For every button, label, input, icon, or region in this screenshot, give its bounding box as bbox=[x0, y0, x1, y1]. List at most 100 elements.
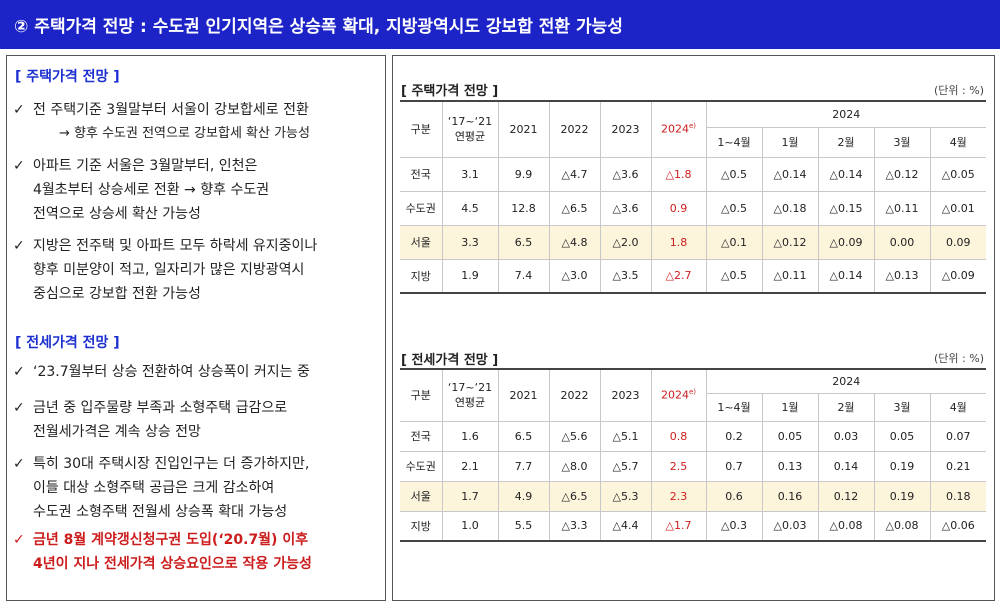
check-icon: ✓ bbox=[13, 364, 25, 380]
row-header: 서울 bbox=[400, 225, 442, 260]
table-cell: △3.3 bbox=[548, 511, 600, 542]
table-row: 전국 1.6 6.5 △5.6 △5.1 0.8 0.2 0.05 0.03 0.05 0.07 bbox=[400, 421, 986, 452]
table-cell: 0.09 bbox=[929, 225, 986, 260]
table-cell: 6.5 bbox=[497, 225, 549, 260]
table-cell: △0.09 bbox=[817, 225, 874, 260]
table-cell: 0.8 bbox=[650, 421, 706, 452]
table-cell: △2.0 bbox=[599, 225, 651, 260]
row-header: 서울 bbox=[400, 481, 442, 512]
col-header-jan-apr: 1~4월 bbox=[705, 393, 762, 422]
row-header: 전국 bbox=[400, 421, 442, 452]
table-cell: 12.8 bbox=[497, 191, 549, 226]
table-cell: 7.7 bbox=[497, 451, 549, 482]
table-cell: 2.5 bbox=[650, 451, 706, 482]
jeonse-bullet-4-highlight: ✓ 금년 8월 계약갱신청구권 도입(‘20.7월) 이후 4년이 지나 전세가격… bbox=[13, 528, 383, 576]
col-header-2023: 2023 bbox=[599, 100, 651, 158]
table-cell: 0.00 bbox=[873, 225, 930, 260]
housing-section-heading: [ 주택가격 전망 ] bbox=[15, 69, 120, 85]
page-title: ② 주택가격 전망 : 수도권 인기지역은 상승폭 확대, 지방광역시도 강보합… bbox=[0, 0, 1000, 49]
table-cell: △0.3 bbox=[705, 511, 762, 542]
table-cell: △0.11 bbox=[873, 191, 930, 226]
table-cell: 1.6 bbox=[441, 421, 498, 452]
col-header-gubun: 구분 bbox=[400, 368, 442, 422]
check-icon: ✓ bbox=[13, 238, 25, 254]
table-cell: △6.5 bbox=[548, 191, 600, 226]
outlook-text-panel: [ 주택가격 전망 ] ✓ 전 주택기준 3월말부터 서울이 강보합세로 전환 →… bbox=[6, 55, 386, 601]
check-icon: ✓ bbox=[13, 102, 25, 118]
table-cell: △3.6 bbox=[599, 191, 651, 226]
table-cell: △3.5 bbox=[599, 259, 651, 294]
table-cell: △5.3 bbox=[599, 481, 651, 512]
jeonse-section-heading: [ 전세가격 전망 ] bbox=[15, 335, 120, 351]
col-header-apr: 4월 bbox=[929, 393, 986, 422]
housing-table-title: [ 주택가격 전망 ] bbox=[401, 84, 499, 99]
table-cell: 3.1 bbox=[441, 157, 498, 192]
table-cell: △8.0 bbox=[548, 451, 600, 482]
col-header-jan-apr: 1~4월 bbox=[705, 127, 762, 158]
table-cell: 2.3 bbox=[650, 481, 706, 512]
col-header-gubun: 구분 bbox=[400, 100, 442, 158]
table-cell: 4.9 bbox=[497, 481, 549, 512]
col-header-2021: 2021 bbox=[497, 100, 549, 158]
col-header-2022: 2022 bbox=[548, 100, 600, 158]
table-cell: △0.13 bbox=[873, 259, 930, 294]
table-cell: 0.07 bbox=[929, 421, 986, 452]
table-cell: △1.7 bbox=[650, 511, 706, 542]
jeonse-bullet-1: ✓ ‘23.7월부터 상승 전환하여 상승폭이 커지는 중 bbox=[13, 360, 383, 384]
table-cell: △0.11 bbox=[761, 259, 818, 294]
table-cell: △0.03 bbox=[761, 511, 818, 542]
col-header-avg: ‘17~‘21 연평균 bbox=[441, 100, 498, 158]
row-header: 수도권 bbox=[400, 191, 442, 226]
row-header: 전국 bbox=[400, 157, 442, 192]
col-header-2024e: 2024e) bbox=[650, 100, 706, 158]
col-header-feb: 2월 bbox=[817, 127, 874, 158]
table-cell: 0.18 bbox=[929, 481, 986, 512]
jeonse-bullet-3: ✓ 특히 30대 주택시장 진입인구는 더 증가하지만, 이들 대상 소형주택 공… bbox=[13, 452, 383, 524]
col-header-2024e: 2024e) bbox=[650, 368, 706, 422]
table-cell: △4.4 bbox=[599, 511, 651, 542]
row-header: 수도권 bbox=[400, 451, 442, 482]
table-cell: △0.05 bbox=[929, 157, 986, 192]
table-cell: 2.1 bbox=[441, 451, 498, 482]
table-cell: △0.5 bbox=[705, 191, 762, 226]
table-cell: 0.12 bbox=[817, 481, 874, 512]
table-cell: 5.5 bbox=[497, 511, 549, 542]
table-row: 전국 3.1 9.9 △4.7 △3.6 △1.8 △0.5 △0.14 △0.14 △0.12 △… bbox=[400, 157, 986, 192]
outlook-tables-panel: [ 주택가격 전망 ] (단위 : %) 구분 ‘17~‘21 연평균 2021… bbox=[392, 55, 995, 601]
table-cell: △5.7 bbox=[599, 451, 651, 482]
table-cell: 0.03 bbox=[817, 421, 874, 452]
housing-table-unit: (단위 : %) bbox=[934, 84, 984, 97]
table-cell: △6.5 bbox=[548, 481, 600, 512]
table-cell: △0.12 bbox=[873, 157, 930, 192]
table-cell: △0.5 bbox=[705, 157, 762, 192]
table-cell: △0.06 bbox=[929, 511, 986, 542]
row-header: 지방 bbox=[400, 259, 442, 294]
table-cell: △0.14 bbox=[817, 157, 874, 192]
table-cell: △5.1 bbox=[599, 421, 651, 452]
col-header-jan: 1월 bbox=[761, 127, 818, 158]
table-cell: △1.8 bbox=[650, 157, 706, 192]
table-cell: 6.5 bbox=[497, 421, 549, 452]
jeonse-table-title: [ 전세가격 전망 ] bbox=[401, 353, 499, 368]
table-cell: 1.8 bbox=[650, 225, 706, 260]
table-cell: 0.05 bbox=[873, 421, 930, 452]
table-cell: △0.18 bbox=[761, 191, 818, 226]
table-cell: 1.7 bbox=[441, 481, 498, 512]
table-cell: △0.08 bbox=[817, 511, 874, 542]
check-icon: ✓ bbox=[13, 158, 25, 174]
housing-bullet-3: ✓ 지방은 전주택 및 아파트 모두 하락세 유지중이나 향후 미분양이 적고, … bbox=[13, 234, 383, 306]
table-cell: 7.4 bbox=[497, 259, 549, 294]
table-cell: 0.9 bbox=[650, 191, 706, 226]
check-icon: ✓ bbox=[13, 456, 25, 472]
check-icon: ✓ bbox=[13, 400, 25, 416]
col-header-avg: ‘17~‘21 연평균 bbox=[441, 368, 498, 422]
col-header-2024-group: 2024 bbox=[705, 368, 986, 394]
table-cell: 0.21 bbox=[929, 451, 986, 482]
col-header-2024-group: 2024 bbox=[705, 100, 986, 128]
table-row: 서울 3.3 6.5 △4.8 △2.0 1.8 △0.1 △0.12 △0.09 0.00 0.0… bbox=[400, 225, 986, 260]
table-cell: 0.16 bbox=[761, 481, 818, 512]
check-icon: ✓ bbox=[13, 532, 25, 548]
table-row: 지방 1.9 7.4 △3.0 △3.5 △2.7 △0.5 △0.11 △0.14 △0.13 △… bbox=[400, 259, 986, 294]
table-row: 수도권 2.1 7.7 △8.0 △5.7 2.5 0.7 0.13 0.14 0.19 0.21 bbox=[400, 451, 986, 482]
table-cell: 0.05 bbox=[761, 421, 818, 452]
